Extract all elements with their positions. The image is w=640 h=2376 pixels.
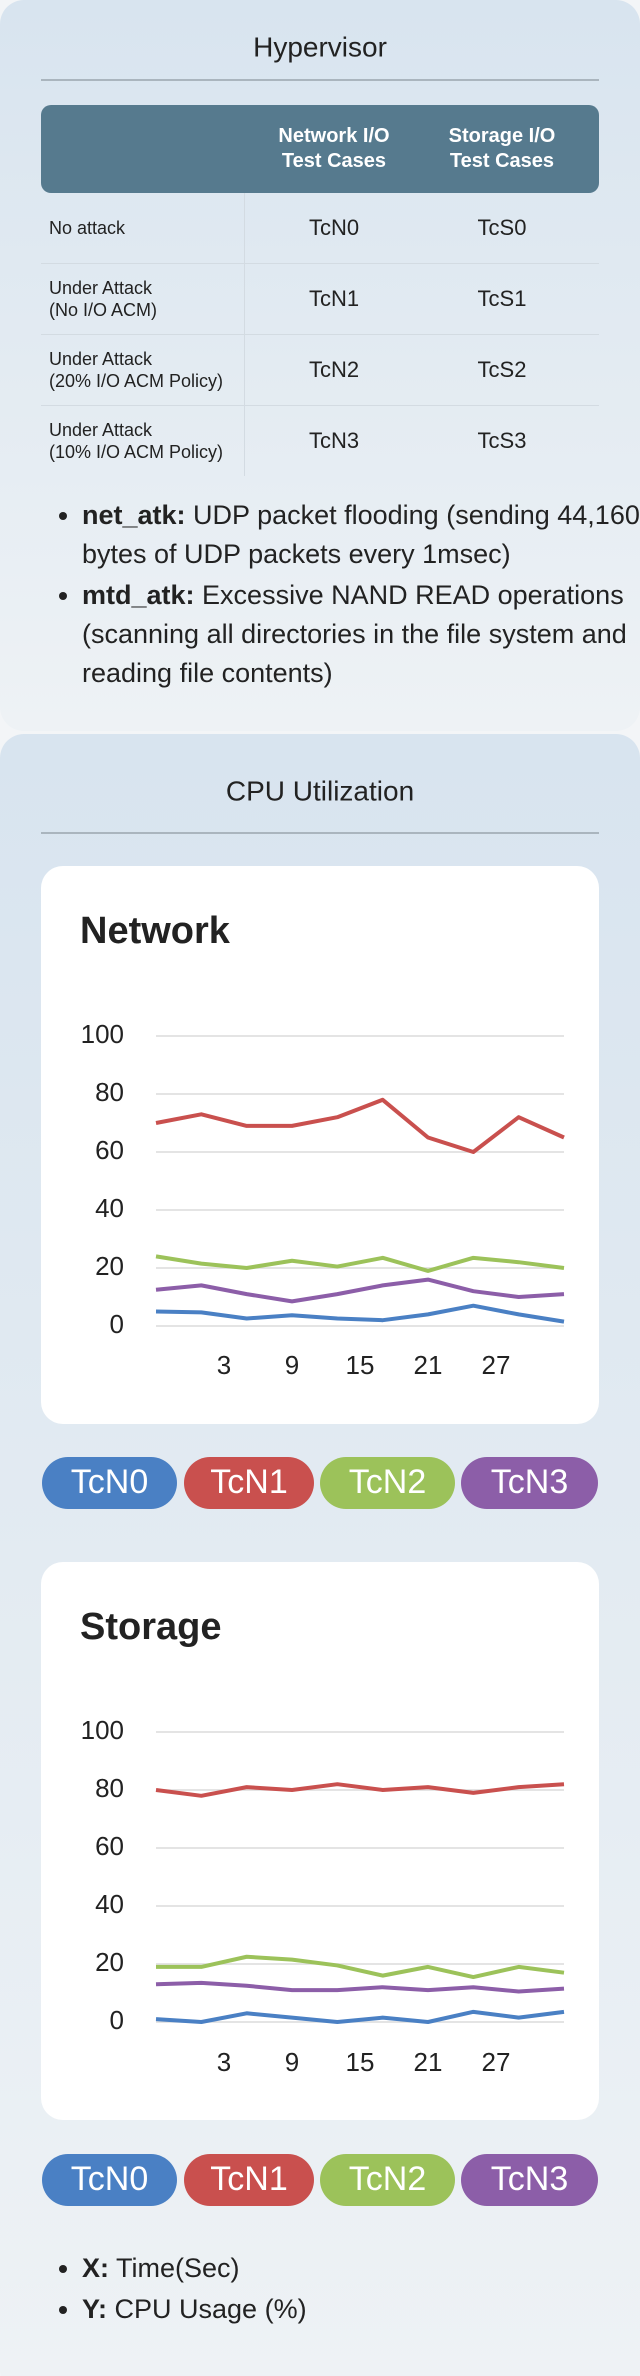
legend-label: TcN3	[491, 1463, 568, 1501]
note-term: net_atk:	[82, 500, 186, 530]
legend-label: TcN2	[349, 2160, 426, 2198]
cell: TcN0	[308, 215, 360, 240]
cell: TcS3	[477, 428, 527, 453]
x-tick-label: 9	[285, 2047, 299, 2077]
row-label: No attack	[49, 193, 245, 263]
chart-title: Storage	[80, 1606, 221, 1648]
note-term: X:	[82, 2253, 109, 2283]
table-header: Network I/O Test Cases Storage I/O Test …	[41, 105, 599, 193]
row-label: Under Attack (20% I/O ACM Policy)	[49, 335, 245, 405]
note: mtd_atk: Excessive NAND READ operations …	[82, 576, 640, 693]
legend-pill	[184, 2154, 314, 2206]
note-text: CPU Usage (%)	[114, 2294, 307, 2324]
y-tick-label: 0	[110, 1309, 124, 1339]
cell: TcN1	[308, 286, 360, 311]
legend-pill	[42, 1457, 177, 1509]
x-tick-label: 3	[217, 1350, 231, 1380]
legend-label: TcN3	[491, 2160, 568, 2198]
legend-pill	[184, 1457, 314, 1509]
note-text: UDP packet flooding (sending 44,160 byte…	[82, 500, 640, 569]
note-term: Y:	[82, 2294, 107, 2324]
series-line	[155, 1097, 565, 1154]
x-tick-label: 27	[482, 1350, 511, 1380]
x-tick-label: 15	[346, 1350, 375, 1380]
table-row: Under Attack (10% I/O ACM Policy) TcN3 TcS…	[41, 406, 599, 476]
y-tick-label: 40	[95, 1889, 124, 1919]
note: X: Time(Sec)	[82, 2249, 640, 2288]
column-header: Storage I/O Test Cases	[448, 125, 556, 172]
y-tick-label: 60	[95, 1135, 124, 1165]
chart-card	[41, 1562, 599, 2120]
legend-label: TcN0	[71, 1463, 148, 1501]
series-line	[155, 1782, 565, 1798]
chart-title: Network	[80, 910, 231, 952]
column-header: Network I/O Test Cases	[278, 125, 390, 172]
row-label: Under Attack (No I/O ACM)	[49, 264, 245, 334]
series-line	[155, 2009, 565, 2024]
table-row: Under Attack (No I/O ACM) TcN1 TcS1	[41, 264, 599, 335]
table-row: Under Attack (20% I/O ACM Policy) TcN2 TcS…	[41, 335, 599, 406]
legend-pill	[320, 2154, 455, 2206]
series-line	[156, 1954, 565, 1980]
x-tick-label: 3	[217, 2047, 231, 2077]
note-term: mtd_atk:	[82, 580, 195, 610]
x-tick-label: 27	[482, 2047, 511, 2077]
legend-pill	[42, 2154, 177, 2206]
y-tick-label: 60	[95, 1831, 124, 1861]
y-tick-label: 40	[95, 1193, 124, 1223]
legend-pill	[461, 1457, 598, 1509]
series-line	[155, 1254, 565, 1273]
y-tick-label: 0	[110, 2005, 124, 2035]
note: net_atk: UDP packet flooding (sending 44…	[82, 496, 640, 574]
note: Y: CPU Usage (%)	[82, 2290, 640, 2329]
cell: TcS2	[477, 357, 527, 382]
cell: TcN3	[308, 428, 360, 453]
y-tick-label: 20	[95, 1947, 124, 1977]
legend-pill	[320, 1457, 455, 1509]
note-text: Time(Sec)	[116, 2253, 240, 2283]
cell: TcS0	[477, 215, 527, 240]
x-tick-label: 9	[285, 1350, 299, 1380]
cell: TcN2	[308, 357, 360, 382]
table-body: No attack TcN0 TcS0 Under Attack (No I/O AC…	[41, 193, 599, 476]
row-label: Under Attack (10% I/O ACM Policy)	[49, 406, 245, 476]
series-line	[155, 1980, 565, 1994]
y-tick-label: 100	[81, 1019, 124, 1049]
legend-label: TcN1	[210, 1463, 287, 1501]
x-tick-label: 21	[414, 2047, 443, 2077]
legend-label: TcN0	[71, 2160, 148, 2198]
test-table: Network I/O Test Cases Storage I/O Test …	[41, 105, 599, 476]
legend-label: TcN2	[349, 1463, 426, 1501]
attack-notes: net_atk: UDP packet flooding (sending 44…	[52, 496, 640, 695]
panel-title: Hypervisor	[253, 31, 387, 62]
y-tick-label: 20	[95, 1251, 124, 1281]
y-tick-label: 100	[81, 1715, 124, 1745]
axis-notes: X: Time(Sec)Y: CPU Usage (%)	[52, 2249, 640, 2331]
legend-label: TcN1	[210, 2160, 287, 2198]
cell: TcS1	[477, 286, 527, 311]
legend-pill	[461, 2154, 598, 2206]
y-tick-label: 80	[95, 1077, 124, 1107]
series-line	[155, 1303, 565, 1324]
series-line	[155, 1277, 565, 1304]
section-title: CPU Utilization	[226, 775, 414, 806]
y-tick-label: 80	[95, 1773, 124, 1803]
x-tick-label: 21	[414, 1350, 443, 1380]
note-text: Excessive NAND READ operations (scanning…	[82, 580, 627, 688]
chart-card	[41, 866, 599, 1424]
x-tick-label: 15	[346, 2047, 375, 2077]
table-row: No attack TcN0 TcS0	[41, 193, 599, 264]
